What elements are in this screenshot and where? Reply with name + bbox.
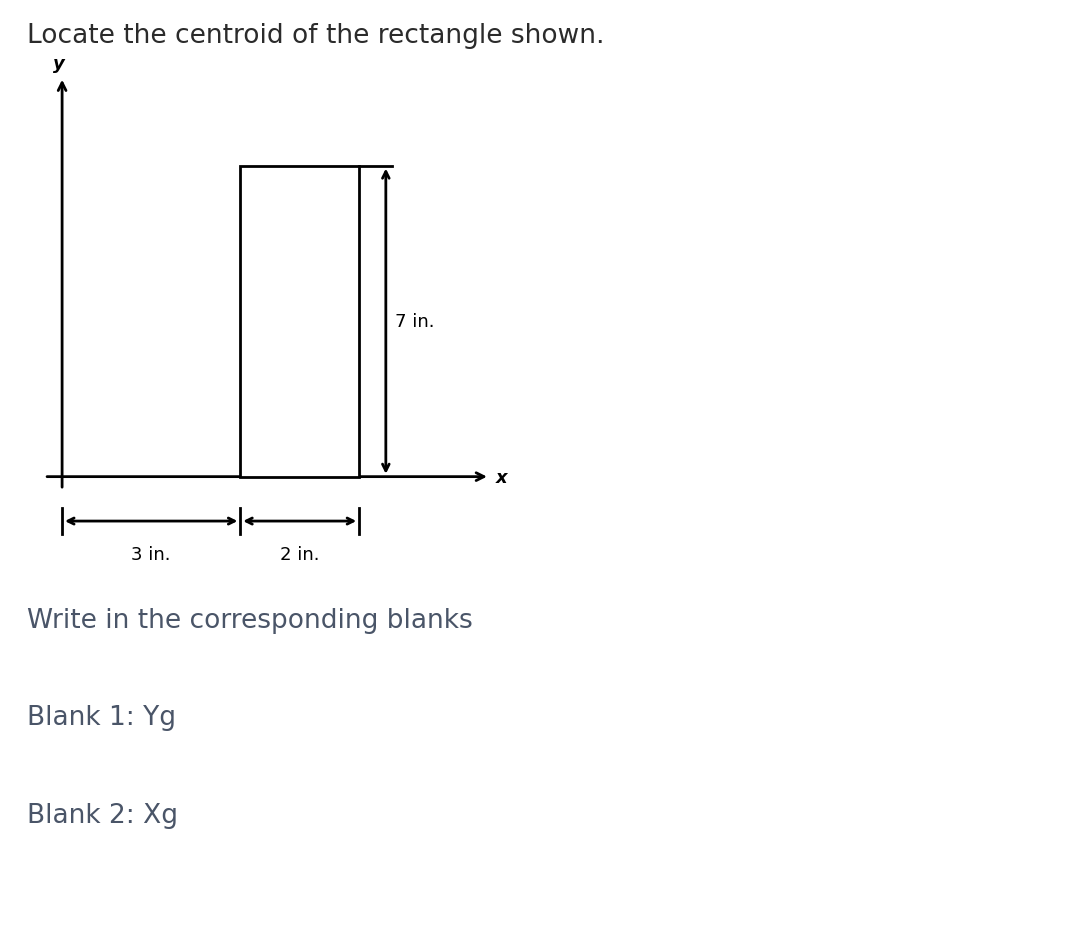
Text: Blank 1: Yg: Blank 1: Yg <box>27 705 176 730</box>
Bar <box>240 167 359 477</box>
Text: Blank 2: Xg: Blank 2: Xg <box>27 802 178 828</box>
Text: y: y <box>53 56 65 73</box>
Text: x: x <box>496 468 508 486</box>
Text: 2 in.: 2 in. <box>280 546 320 564</box>
Text: Locate the centroid of the rectangle shown.: Locate the centroid of the rectangle sho… <box>27 23 605 49</box>
Text: 3 in.: 3 in. <box>132 546 171 564</box>
Text: 7 in.: 7 in. <box>395 312 434 331</box>
Text: Write in the corresponding blanks: Write in the corresponding blanks <box>27 607 473 633</box>
